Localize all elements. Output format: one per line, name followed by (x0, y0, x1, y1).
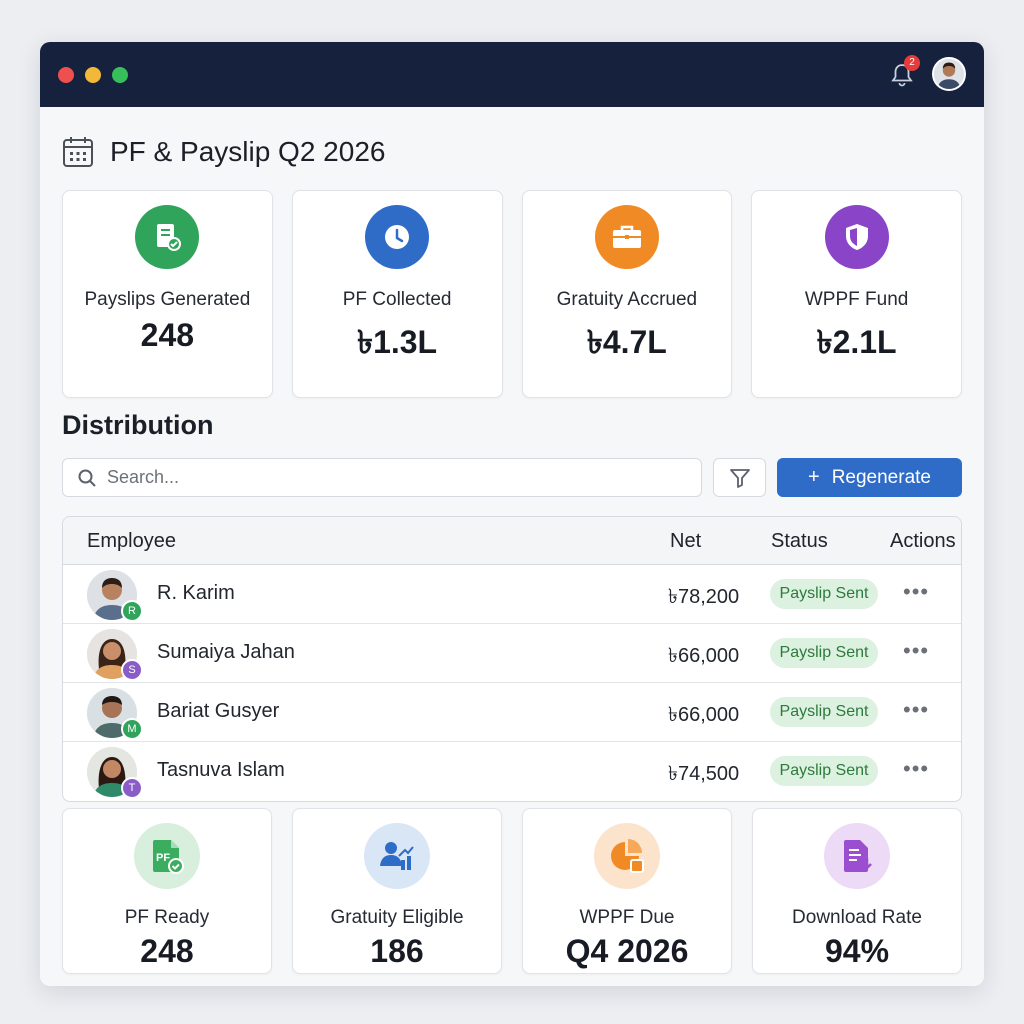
column-header-net[interactable]: Net (670, 530, 702, 552)
stat-label: Download Rate (792, 907, 922, 928)
kpi-value: ৳1.3L (357, 324, 438, 360)
employee-initial-badge: M (121, 718, 143, 740)
employee-name: Tasnuva Islam (157, 759, 285, 781)
section-title-distribution: Distribution (62, 410, 214, 440)
title-bar: 2 (40, 42, 984, 107)
table-row[interactable]: S Sumaiya Jahan ৳66,000 Payslip Sent ••• (63, 624, 961, 683)
document-download-icon (824, 823, 890, 889)
kpi-card-payslips-generated[interactable]: Payslips Generated 248 (62, 190, 273, 398)
column-header-status[interactable]: Status (771, 530, 828, 552)
status-badge: Payslip Sent (770, 697, 878, 727)
kpi-card-wppf-fund[interactable]: WPPF Fund ৳2.1L (751, 190, 962, 398)
pf-document-icon: PF (134, 823, 200, 889)
stat-card-pf-ready[interactable]: PF PF Ready 248 (62, 808, 272, 974)
more-options-icon[interactable]: ••• (903, 697, 930, 722)
maximize-window-button[interactable] (112, 67, 128, 83)
close-window-button[interactable] (58, 67, 74, 83)
kpi-label: PF Collected (342, 289, 452, 310)
kpi-card-pf-collected[interactable]: PF Collected ৳1.3L (291, 190, 503, 398)
filter-button[interactable] (713, 458, 766, 497)
calendar-icon (63, 137, 93, 167)
app-window: 2 PF & Payslip Q2 2026 (40, 42, 984, 986)
status-badge: Payslip Sent (770, 579, 878, 609)
regenerate-label: Regenerate (831, 466, 931, 488)
notification-badge: 2 (904, 55, 920, 71)
table-header: Employee Net Status Actions (63, 517, 961, 565)
employee-avatar: S (87, 629, 143, 681)
distribution-table: Employee Net Status Actions R R. Karim ৳… (62, 516, 962, 802)
page-title: PF & Payslip Q2 2026 (110, 136, 386, 167)
regenerate-button[interactable]: + Regenerate (777, 458, 962, 497)
shield-icon (824, 205, 889, 269)
stat-card-download-rate[interactable]: Download Rate 94% (752, 808, 962, 974)
kpi-cards: Payslips Generated 248 PF Collected ৳1.3… (62, 190, 962, 398)
employee-avatar: R (87, 570, 143, 622)
document-check-icon (135, 205, 200, 269)
summary-cards: PF PF Ready 248 Gratuity Eligible 186 (62, 808, 962, 974)
employee-net: ৳78,200 (668, 586, 740, 608)
clock-icon (365, 205, 430, 269)
employee-avatar: M (87, 688, 143, 740)
stat-value: 186 (370, 933, 424, 969)
employee-name: Bariat Gusyer (157, 700, 280, 722)
stat-label: WPPF Due (579, 907, 675, 928)
kpi-value: ৳4.7L (586, 324, 667, 360)
stat-label: Gratuity Eligible (330, 907, 464, 928)
employee-net: ৳74,500 (668, 763, 740, 785)
kpi-value: 248 (140, 317, 195, 353)
search-icon (78, 469, 96, 487)
stat-label: PF Ready (124, 907, 210, 928)
table-row[interactable]: R R. Karim ৳78,200 Payslip Sent ••• (63, 565, 961, 624)
status-badge: Payslip Sent (770, 638, 878, 668)
stat-card-gratuity-eligible[interactable]: Gratuity Eligible 186 (292, 808, 502, 974)
plus-icon: + (808, 466, 820, 488)
employee-initial-badge: S (121, 659, 143, 681)
more-options-icon[interactable]: ••• (903, 756, 930, 781)
employee-net: ৳66,000 (668, 704, 740, 726)
kpi-label: Payslips Generated (84, 289, 251, 310)
more-options-icon[interactable]: ••• (903, 579, 930, 604)
employee-initial-badge: R (121, 600, 143, 622)
column-header-actions: Actions (890, 530, 956, 552)
page-header: PF & Payslip Q2 2026 (62, 134, 385, 170)
table-row[interactable]: T Tasnuva Islam ৳74,500 Payslip Sent ••• (63, 742, 961, 801)
stat-value: 248 (140, 933, 194, 969)
pie-chart-icon (594, 823, 660, 889)
svg-text:PF: PF (156, 852, 170, 864)
search-input[interactable] (107, 467, 667, 488)
stat-card-wppf-due[interactable]: WPPF Due Q4 2026 (522, 808, 732, 974)
kpi-value: ৳2.1L (816, 324, 897, 360)
employee-name: Sumaiya Jahan (157, 641, 295, 663)
user-avatar[interactable] (932, 57, 966, 91)
more-options-icon[interactable]: ••• (903, 638, 930, 663)
employee-avatar: T (87, 747, 143, 799)
user-growth-icon (364, 823, 430, 889)
briefcase-icon (594, 205, 659, 269)
column-header-employee[interactable]: Employee (87, 530, 176, 552)
filter-icon (729, 468, 750, 488)
employee-name: R. Karim (157, 582, 235, 604)
employee-net: ৳66,000 (668, 645, 740, 667)
table-row[interactable]: M Bariat Gusyer ৳66,000 Payslip Sent ••• (63, 683, 961, 742)
kpi-label: WPPF Fund (804, 289, 909, 310)
employee-initial-badge: T (121, 777, 143, 799)
stat-value: Q4 2026 (565, 933, 689, 969)
stat-value: 94% (824, 933, 890, 969)
kpi-label: Gratuity Accrued (556, 289, 698, 310)
kpi-card-gratuity-accrued[interactable]: Gratuity Accrued ৳4.7L (521, 190, 733, 398)
status-badge: Payslip Sent (770, 756, 878, 786)
search-box[interactable] (62, 458, 702, 497)
minimize-window-button[interactable] (85, 67, 101, 83)
